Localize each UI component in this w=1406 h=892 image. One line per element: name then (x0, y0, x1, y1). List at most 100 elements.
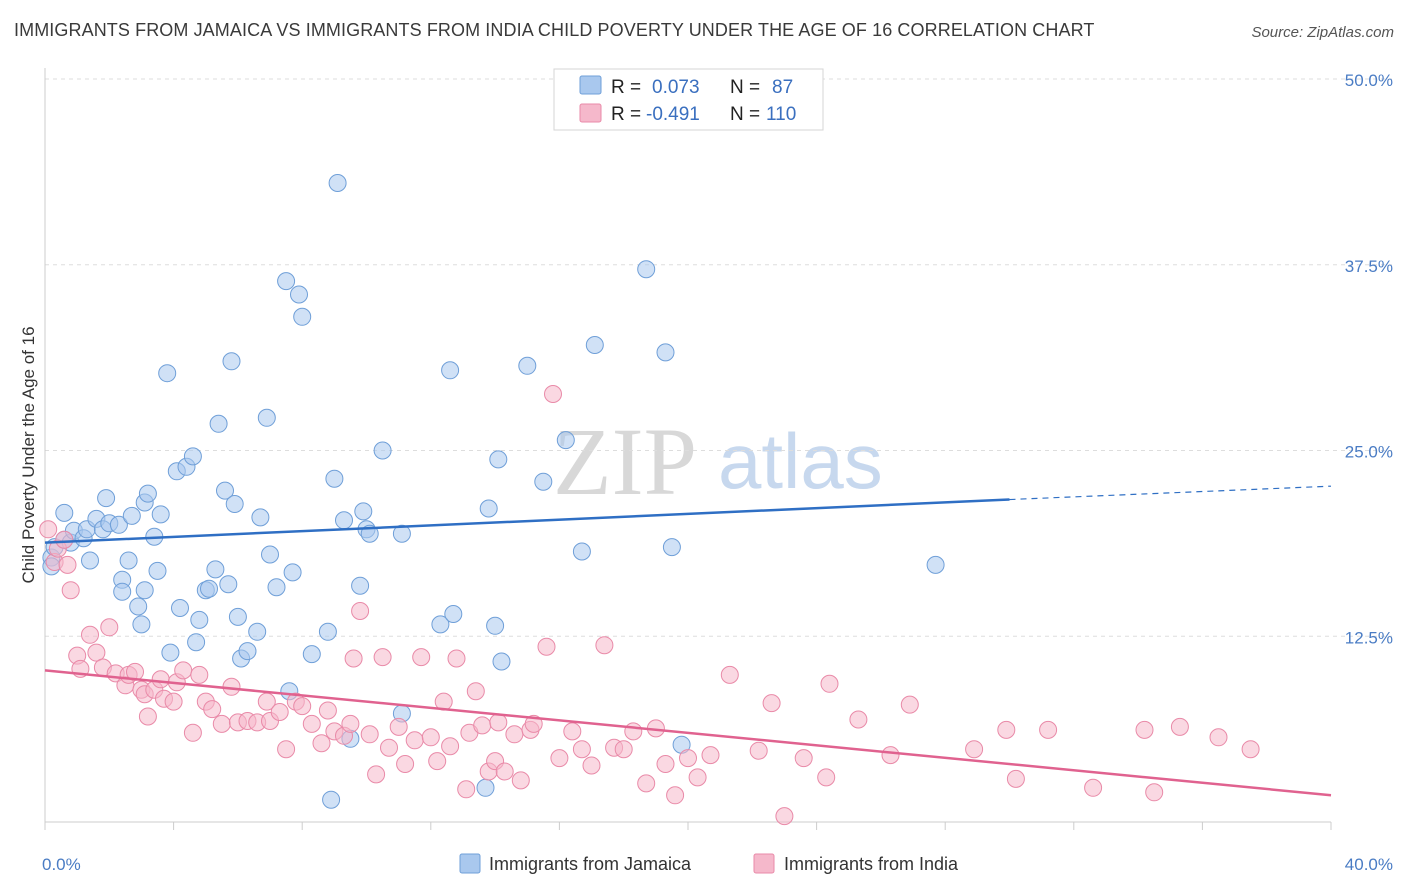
jamaica-point (479, 499, 498, 518)
stats-r-label-jamaica: R = (611, 77, 641, 98)
legend-swatch-jamaica (459, 853, 481, 874)
india-point (302, 714, 321, 733)
grid-lines (45, 78, 1392, 637)
india-point (775, 807, 794, 826)
jamaica-point (302, 645, 321, 664)
india-point (351, 602, 370, 620)
chart-title: IMMIGRANTS FROM JAMAICA VS IMMIGRANTS FR… (14, 20, 1095, 40)
jamaica-point (251, 508, 270, 527)
stats-r-value-india: -0.491 (646, 104, 700, 125)
jamaica-point (171, 599, 189, 617)
jamaica-point (151, 505, 170, 524)
india-point (637, 774, 656, 793)
india-point (151, 670, 170, 689)
stats-legend: R = 0.073 N = 87 R = -0.491 N = 110 (553, 68, 824, 131)
india-point (380, 738, 398, 757)
india-point (183, 723, 202, 742)
y-tick-label: 25.0% (1345, 443, 1393, 462)
india-point (270, 703, 289, 721)
stats-legend-swatch-india (579, 103, 602, 123)
jamaica-point (325, 469, 344, 488)
india-point (495, 762, 514, 781)
india-point (39, 520, 58, 539)
india-point (473, 716, 492, 735)
india-point (720, 665, 739, 684)
india-point (614, 740, 633, 759)
stats-n-value-jamaica: 87 (772, 77, 793, 98)
jamaica-point (161, 643, 180, 662)
jamaica-point (206, 560, 225, 579)
india-point (511, 771, 530, 790)
jamaica-point (261, 545, 279, 564)
tick-labels: 12.5% 25.0% 37.5% 50.0% 0.0% 40.0% (42, 71, 1393, 874)
india-point (396, 755, 415, 773)
india-point (277, 740, 296, 759)
jamaica-point (431, 615, 450, 634)
jamaica-point (322, 790, 341, 809)
india-point (373, 648, 392, 667)
jamaica-point (135, 581, 154, 600)
jamaica-point (132, 615, 151, 634)
india-point (1209, 728, 1228, 747)
india-point (1084, 778, 1103, 797)
india-point (679, 749, 697, 768)
jamaica-point (55, 503, 74, 522)
jamaica-point (138, 484, 157, 503)
x-tick-label: 0.0% (42, 855, 81, 874)
india-point (318, 701, 337, 720)
india-point (293, 697, 312, 716)
trend-line-india (44, 669, 1332, 797)
india-point (544, 385, 562, 403)
jamaica-point (122, 506, 141, 525)
jamaica-point (267, 578, 286, 597)
jamaica-point (283, 563, 302, 582)
jamaica-point (534, 472, 553, 491)
jamaica-point (190, 610, 209, 629)
jamaica-point (656, 343, 675, 362)
x-tick-label: 40.0% (1345, 855, 1393, 874)
y-tick-label: 37.5% (1345, 257, 1393, 276)
india-point (344, 649, 363, 668)
india-point (212, 714, 231, 733)
stats-r-value-jamaica: 0.073 (652, 77, 700, 98)
india-point (997, 720, 1016, 739)
jamaica-point (335, 511, 353, 530)
watermark-zip: ZIP (553, 408, 697, 515)
stats-n-label-jamaica: N = (730, 77, 760, 98)
india-point (457, 780, 476, 799)
y-axis-title: Child Poverty Under the Age of 16 (19, 326, 38, 583)
legend-label-india: Immigrants from India (784, 854, 959, 874)
india-point (441, 737, 460, 756)
jamaica-point (489, 450, 508, 469)
india-point (312, 734, 331, 753)
india-point (965, 740, 984, 759)
india-point (87, 643, 106, 662)
jamaica-point (486, 616, 505, 635)
jamaica-point (238, 642, 257, 661)
y-tick-label: 12.5% (1345, 628, 1393, 647)
jamaica-point (637, 260, 656, 279)
india-point (749, 741, 768, 760)
jamaica-point (476, 778, 495, 797)
jamaica-point (158, 364, 177, 383)
jamaica-point (209, 414, 228, 433)
axes (44, 68, 1332, 830)
india-point (817, 768, 836, 787)
jamaica-point (225, 495, 244, 513)
india-point (688, 768, 707, 787)
india-point (203, 700, 222, 719)
india-point (505, 725, 524, 744)
jamaica-point (328, 174, 347, 192)
india-point (174, 661, 193, 680)
india-point (563, 722, 582, 741)
stats-legend-swatch-jamaica (579, 75, 602, 95)
series-legend: Immigrants from Jamaica Immigrants from … (459, 853, 959, 874)
jamaica-point (119, 551, 138, 570)
jamaica-point (277, 272, 296, 291)
india-point (762, 694, 781, 713)
stats-n-value-india: 110 (766, 104, 796, 125)
india-point (405, 731, 424, 750)
india-point (412, 648, 431, 667)
india-point (360, 725, 379, 744)
